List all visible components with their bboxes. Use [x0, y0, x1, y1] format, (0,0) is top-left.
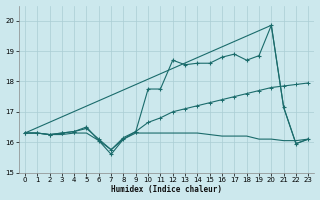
- X-axis label: Humidex (Indice chaleur): Humidex (Indice chaleur): [111, 185, 222, 194]
